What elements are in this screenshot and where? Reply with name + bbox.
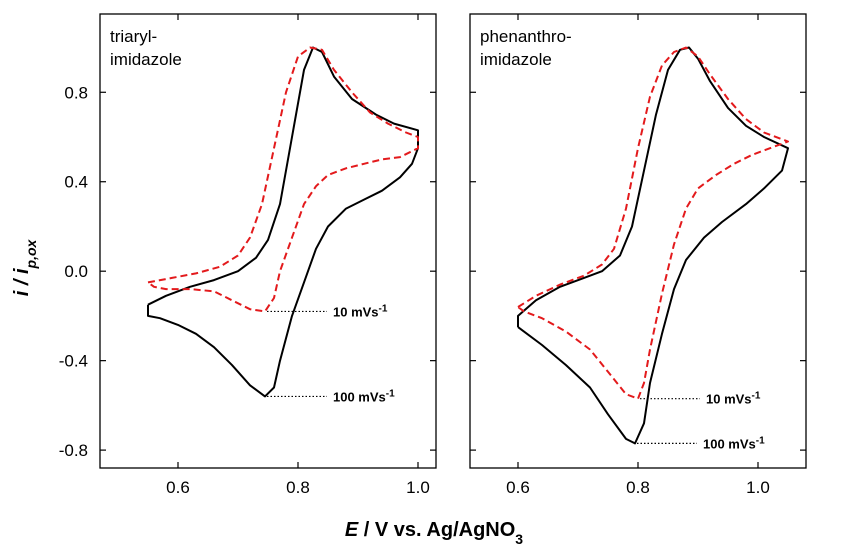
- plot-frame: [99, 13, 437, 469]
- series-line-10mvs: [147, 46, 419, 313]
- y-tick-label: 0.0: [64, 262, 88, 281]
- y-axis-title-main: i / i: [11, 268, 33, 296]
- x-axis-title-rest: / V vs. Ag/AgNO: [358, 519, 515, 541]
- y-tick-label: 0.4: [64, 173, 88, 192]
- panel-phenanthro-imidazole: 0.6 0.8 1.0 phenanthro-imidazole 10 mVs-1 100…: [469, 13, 807, 497]
- panel-label-line: triaryl-: [110, 27, 157, 46]
- x-axis-title: E / V vs. Ag/AgNO3: [345, 519, 523, 547]
- y-tick-label: -0.8: [59, 441, 88, 460]
- panel-label-line: phenanthro-: [480, 27, 572, 46]
- series-line-100mvs: [147, 46, 419, 398]
- annotation-label: 100 mVs-1: [333, 388, 395, 405]
- panel-triaryl-imidazole: 0.6 0.8 1.0 0.8 0.4 0.0 -0.4 -0.8 triaryl-imidaz…: [59, 13, 437, 497]
- y-axis-title: i / ip,ox: [11, 238, 39, 296]
- series-line-10mvs: [517, 46, 789, 400]
- x-tick-label: 0.8: [286, 478, 310, 497]
- x-tick-label: 1.0: [406, 478, 430, 497]
- x-tick-label: 0.6: [166, 478, 190, 497]
- annotation-label: 10 mVs-1: [333, 303, 388, 320]
- series-line-100mvs: [517, 46, 789, 445]
- y-tick-label: -0.4: [59, 352, 88, 371]
- annotation-label: 10 mVs-1: [706, 390, 761, 407]
- panel-label-line: imidazole: [110, 50, 182, 69]
- x-tick-label: 1.0: [746, 478, 770, 497]
- y-axis-title-sub: p,ox: [23, 238, 39, 269]
- panel-label-line: imidazole: [480, 50, 552, 69]
- x-tick-label: 0.8: [626, 478, 650, 497]
- x-axis-title-italic: E: [345, 519, 359, 541]
- y-tick-label: 0.8: [64, 83, 88, 102]
- x-tick-label: 0.6: [506, 478, 530, 497]
- annotation-label: 100 mVs-1: [703, 435, 765, 452]
- x-axis-title-sub: 3: [515, 531, 523, 547]
